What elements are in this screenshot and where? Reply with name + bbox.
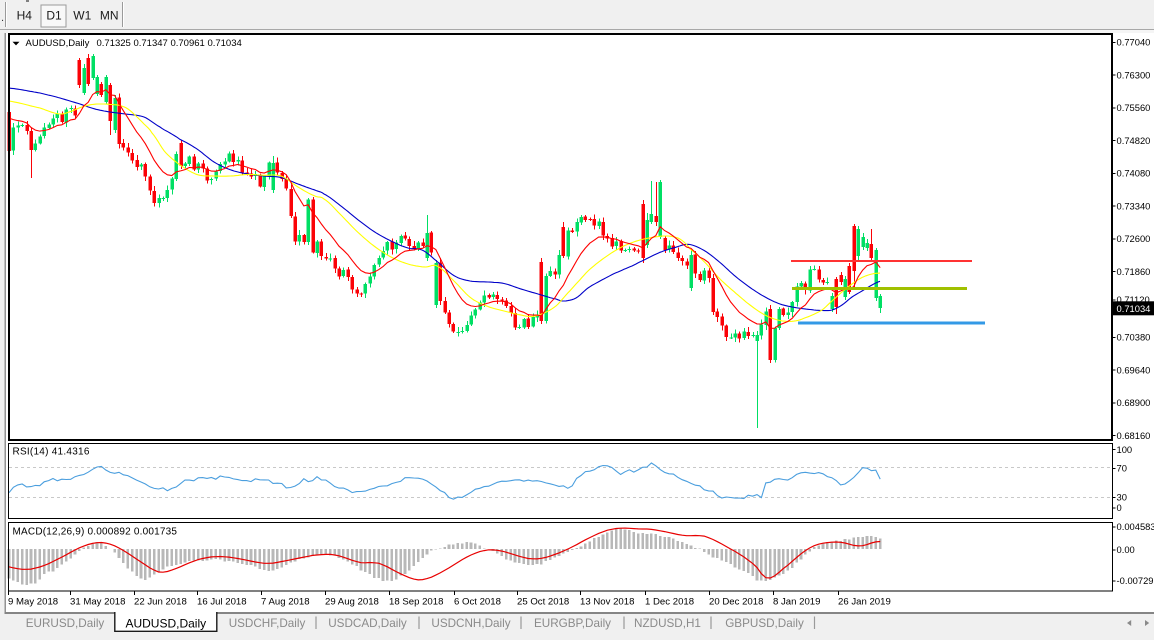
svg-text:0.68900: 0.68900 [1117,397,1151,408]
svg-text:0.71860: 0.71860 [1117,266,1151,277]
svg-text:29 Aug 2018: 29 Aug 2018 [325,597,379,608]
svg-text:0.74080: 0.74080 [1117,168,1151,179]
svg-text:AUDUSD,Daily: AUDUSD,Daily [26,38,90,49]
svg-text:0.77040: 0.77040 [1117,37,1151,48]
svg-text:D1: D1 [46,9,62,23]
svg-text:USDCAD,Daily: USDCAD,Daily [328,617,407,630]
svg-text:MACD(12,26,9) 0.000892 0.00173: MACD(12,26,9) 0.000892 0.001735 [13,527,178,538]
svg-text:GBPUSD,Daily: GBPUSD,Daily [725,617,804,630]
svg-text:AUDUSD,Daily: AUDUSD,Daily [125,617,206,631]
svg-text:7 Aug 2018: 7 Aug 2018 [261,597,310,608]
svg-text:9 May 2018: 9 May 2018 [8,597,58,608]
svg-text:16 Jul 2018: 16 Jul 2018 [197,597,247,608]
svg-text:RSI(14) 41.4316: RSI(14) 41.4316 [13,447,90,458]
svg-text:0.004583: 0.004583 [1117,521,1154,532]
svg-text:6 Oct 2018: 6 Oct 2018 [454,597,501,608]
svg-text:0.72600: 0.72600 [1117,233,1151,244]
svg-text:0.71325 0.71347 0.70961 0.7103: 0.71325 0.71347 0.70961 0.71034 [97,38,242,49]
svg-text:USDCNH,Daily: USDCNH,Daily [431,617,510,630]
svg-text:31 May 2018: 31 May 2018 [70,597,125,608]
svg-text:26 Jan 2019: 26 Jan 2019 [838,597,891,608]
svg-text:0.00: 0.00 [1117,544,1135,555]
svg-text:0.71034: 0.71034 [1117,303,1151,314]
svg-text:0.76300: 0.76300 [1117,69,1151,80]
svg-text:1 Dec 2018: 1 Dec 2018 [645,597,694,608]
svg-text:8 Jan 2019: 8 Jan 2019 [773,597,820,608]
svg-text:0.73340: 0.73340 [1117,200,1151,211]
svg-text:0.75560: 0.75560 [1117,102,1151,113]
svg-text:0.68160: 0.68160 [1117,430,1151,441]
svg-text:0.71120: 0.71120 [1117,294,1150,305]
svg-text:18 Sep 2018: 18 Sep 2018 [389,597,443,608]
svg-text:EURGBP,Daily: EURGBP,Daily [534,617,611,630]
svg-text:22 Jun 2018: 22 Jun 2018 [134,597,187,608]
svg-text:NZDUSD,H1: NZDUSD,H1 [634,617,701,630]
svg-text:25 Oct 2018: 25 Oct 2018 [517,597,569,608]
svg-text:20 Dec 2018: 20 Dec 2018 [709,597,763,608]
svg-text:30: 30 [1117,492,1127,503]
svg-text:MN: MN [100,9,119,23]
svg-text:0: 0 [1117,502,1122,513]
svg-text:0.74820: 0.74820 [1117,135,1151,146]
svg-text:USDCHF,Daily: USDCHF,Daily [229,617,306,630]
svg-text:W1: W1 [73,9,91,23]
svg-text:13 Nov 2018: 13 Nov 2018 [580,597,634,608]
svg-text:70: 70 [1117,463,1127,474]
svg-text:-0.00729: -0.00729 [1117,575,1154,586]
svg-text:0.69640: 0.69640 [1117,364,1151,375]
svg-text:EURUSD,Daily: EURUSD,Daily [26,617,105,630]
svg-text:.: . [1,12,4,24]
svg-text:H4: H4 [17,9,33,23]
svg-text:100: 100 [1117,444,1133,455]
svg-text:0.70380: 0.70380 [1117,332,1151,343]
